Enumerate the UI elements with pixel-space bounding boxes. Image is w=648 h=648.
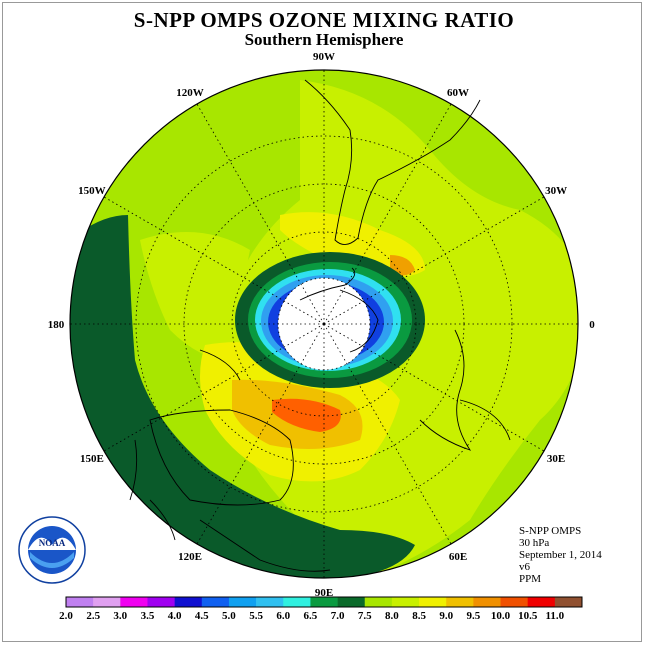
longitude-label: 150E	[80, 453, 104, 465]
meridian-line	[323, 323, 545, 452]
longitude-label: 60W	[447, 87, 469, 99]
colorbar-tick-label: 5.0	[222, 610, 236, 622]
pressure-level-label: 30 hPa	[519, 537, 550, 549]
colorbar-tick-label: 10.0	[491, 610, 511, 622]
date-label: September 1, 2014	[519, 549, 602, 561]
colorbar: 2.0 2.5 3.0 3.5 4.0 4.5 5.0 5.5 6.0 6.5 7.0 7.5 8.0 8…	[59, 596, 583, 622]
noaa-logo: NOAA	[18, 516, 86, 584]
colorbar-swatch	[337, 597, 366, 607]
coastlines	[129, 79, 511, 572]
colorbar-swatch	[93, 597, 121, 607]
coast-australia	[149, 349, 294, 506]
colorbar-swatch	[147, 597, 175, 607]
colorbar-swatch	[310, 597, 338, 607]
colorbar-swatch	[391, 597, 420, 607]
longitude-label: 90E	[315, 587, 333, 599]
meridian-lines	[70, 70, 578, 578]
meridian-line	[103, 196, 325, 325]
colorbar-tick-label: 6.0	[276, 610, 290, 622]
coast-antarctica	[299, 267, 379, 353]
colorbar-swatch	[527, 597, 556, 607]
colorbar-tick-label: 3.0	[113, 610, 127, 622]
colorbar-tick-label: 11.0	[545, 610, 564, 622]
ozone-yellow-north	[280, 212, 425, 278]
dark-green-band	[70, 215, 415, 578]
longitude-label: 120W	[176, 87, 204, 99]
coast-africa	[419, 329, 511, 451]
colorbar-tick-label: 2.0	[59, 610, 73, 622]
colorbar-swatch	[228, 597, 257, 607]
longitude-label: 90W	[313, 51, 335, 63]
colorbar-tick-label: 6.5	[304, 610, 318, 622]
colorbar-swatch	[554, 597, 583, 607]
colorbar-swatch	[500, 597, 528, 607]
colorbar-tick-label: 8.0	[385, 610, 399, 622]
colorbar-tick-label: 3.5	[141, 610, 155, 622]
meridian-line	[196, 103, 325, 325]
colorbar-frame	[65, 596, 583, 608]
colorbar-swatch	[473, 597, 501, 607]
colorbar-tick-label: 7.0	[331, 610, 345, 622]
colorbar-tick-label: 9.0	[439, 610, 453, 622]
figure-frame	[2, 2, 642, 642]
logo-text: NOAA	[39, 538, 66, 548]
field-region-west	[140, 232, 250, 360]
colorbar-swatch	[283, 597, 311, 607]
meridian-line	[323, 323, 452, 545]
meridian-line	[103, 323, 325, 452]
longitude-label: 0	[589, 319, 595, 331]
colorbar-swatch	[120, 597, 148, 607]
colorbar-tick-label: 9.5	[467, 610, 481, 622]
meridian-line	[196, 323, 325, 545]
version-label: v6	[519, 561, 530, 573]
colorbar-tick-label: 5.5	[249, 610, 263, 622]
meridian-line	[323, 103, 452, 325]
colorbar-swatch	[66, 597, 94, 607]
colorbar-tick-label: 8.5	[412, 610, 426, 622]
figure-title: S-NPP OMPS OZONE MIXING RATIO	[133, 8, 515, 32]
colorbar-tick-label: 10.5	[518, 610, 538, 622]
colorbar-tick-label: 7.5	[358, 610, 372, 622]
colorbar-tick-label: 2.5	[86, 610, 100, 622]
colorbar-swatch	[364, 597, 393, 607]
coast-south-america	[304, 79, 481, 245]
ozone-orange-north	[390, 255, 415, 276]
colorbar-swatch	[419, 597, 447, 607]
longitude-label: 180	[48, 319, 65, 331]
colorbar-tick-label: 4.5	[195, 610, 209, 622]
ozone-field	[70, 70, 578, 578]
longitude-label: 30E	[547, 453, 565, 465]
longitude-label: 30W	[545, 185, 567, 197]
colorbar-swatch	[201, 597, 230, 607]
colorbar-swatch	[446, 597, 474, 607]
figure-subtitle: Southern Hemisphere	[244, 30, 404, 49]
instrument-label: S-NPP OMPS	[519, 525, 582, 537]
colorbar-swatch	[174, 597, 203, 607]
colorbar-tick-label: 4.0	[168, 610, 182, 622]
south-pole-dot	[322, 322, 326, 326]
longitude-label: 150W	[78, 185, 106, 197]
longitude-label: 60E	[449, 551, 467, 563]
longitude-label: 120E	[178, 551, 202, 563]
info-block: S-NPP OMPS 30 hPa September 1, 2014 v6 P…	[519, 525, 602, 585]
unit-label: PPM	[519, 573, 542, 585]
longitude-labels: 90W 60W 30W 0 30E 60E 90E 120E 150E 180 150W 120W	[48, 51, 596, 599]
colorbar-swatch	[256, 597, 284, 607]
map-boundary	[69, 69, 579, 579]
coast-islands	[129, 439, 331, 572]
meridian-line	[323, 196, 545, 325]
